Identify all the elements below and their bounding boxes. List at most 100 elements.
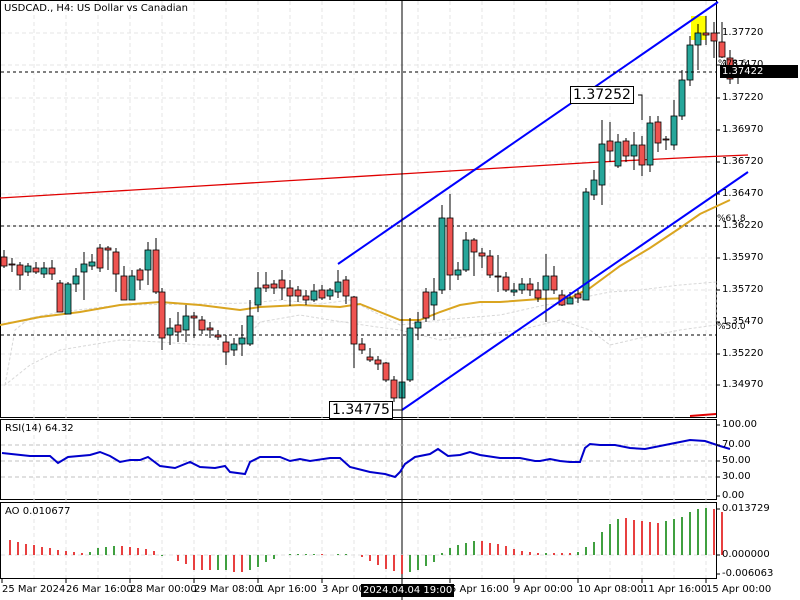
candle-body[interactable] (654, 121, 662, 144)
candle-body[interactable] (542, 275, 550, 291)
channel-upper-line[interactable] (337, 1, 719, 265)
candle-body[interactable] (182, 315, 190, 331)
candle-body[interactable] (334, 281, 342, 293)
candle-body[interactable] (262, 284, 270, 289)
candle-body[interactable] (374, 359, 382, 365)
candle-body[interactable] (702, 32, 710, 36)
candle-body[interactable] (678, 79, 686, 117)
candle-body[interactable] (614, 141, 622, 167)
candle-body[interactable] (510, 289, 518, 293)
main-panel-frame (0, 0, 717, 418)
candle-body[interactable] (8, 263, 16, 266)
candle-body[interactable] (80, 263, 88, 273)
candle-body[interactable] (414, 321, 422, 329)
candle-body[interactable] (302, 295, 310, 301)
candle-body[interactable] (96, 247, 104, 269)
candle-body[interactable] (694, 32, 702, 46)
candle-body[interactable] (710, 32, 718, 42)
candle-body[interactable] (518, 283, 526, 291)
candle-body[interactable] (502, 276, 510, 291)
current-price-badge: 1.37422 (720, 65, 798, 78)
candle-body[interactable] (486, 255, 494, 276)
candle-body[interactable] (198, 319, 206, 331)
candle-body[interactable] (454, 269, 462, 276)
candle-body[interactable] (598, 143, 606, 186)
candle-body[interactable] (494, 275, 502, 278)
candle-body[interactable] (246, 315, 254, 345)
candle-body[interactable] (278, 279, 286, 289)
candle-body[interactable] (670, 115, 678, 146)
swing-high-label[interactable]: 1.37252 (570, 86, 634, 104)
candle-body[interactable] (630, 144, 638, 157)
candle-body[interactable] (32, 267, 40, 273)
candle-body[interactable] (40, 267, 48, 275)
candle-body[interactable] (174, 324, 182, 333)
ichimoku-cloud (4, 281, 717, 387)
candle-body[interactable] (566, 297, 574, 305)
candle-body[interactable] (270, 283, 278, 289)
candle-body[interactable] (152, 249, 160, 293)
candle-body[interactable] (144, 249, 152, 271)
candle-body[interactable] (406, 327, 414, 381)
candle-body[interactable] (582, 191, 590, 301)
candle-body[interactable] (446, 217, 454, 276)
candle-body[interactable] (686, 44, 694, 81)
candle-body[interactable] (638, 144, 646, 166)
candle-body[interactable] (430, 291, 438, 306)
candle-body[interactable] (590, 179, 598, 196)
candle-body[interactable] (24, 265, 32, 273)
candle-body[interactable] (166, 327, 174, 336)
candle-body[interactable] (550, 275, 558, 291)
candle-body[interactable] (16, 264, 24, 276)
candle-body[interactable] (310, 290, 318, 301)
candle-body[interactable] (390, 379, 398, 399)
candle-body[interactable] (622, 140, 630, 157)
candle-body[interactable] (0, 256, 8, 267)
candle-body[interactable] (206, 327, 214, 331)
candle-body[interactable] (326, 289, 334, 297)
candle-body[interactable] (104, 247, 112, 251)
candle-body[interactable] (294, 289, 302, 297)
candle-body[interactable] (574, 293, 582, 299)
candle-body[interactable] (64, 283, 72, 315)
candle-body[interactable] (470, 239, 478, 253)
candle-body[interactable] (462, 239, 470, 271)
candle-body[interactable] (136, 269, 144, 281)
candle-body[interactable] (158, 291, 166, 339)
candle-body[interactable] (606, 140, 614, 152)
candle-body[interactable] (230, 343, 238, 351)
time-axis-label: 26 Mar 16:00 (66, 584, 133, 595)
candle-body[interactable] (422, 291, 430, 319)
candle-body[interactable] (662, 138, 670, 141)
candle-body[interactable] (526, 283, 534, 291)
candle-body[interactable] (56, 282, 64, 313)
candle-body[interactable] (438, 217, 446, 291)
candle-body[interactable] (318, 289, 326, 299)
swing-low-label[interactable]: 1.34775 (329, 401, 393, 419)
channel-lower-line[interactable] (401, 171, 749, 411)
candle-body[interactable] (382, 362, 390, 381)
candle-body[interactable] (222, 341, 230, 353)
price-axis-label: 1.37220 (722, 92, 764, 103)
candle-body[interactable] (366, 356, 374, 361)
candle-body[interactable] (254, 287, 262, 306)
candle-body[interactable] (112, 251, 120, 275)
candle-body[interactable] (646, 122, 654, 166)
candle-body[interactable] (342, 279, 350, 297)
candle-body[interactable] (478, 252, 486, 257)
candle-body[interactable] (88, 261, 96, 267)
candle-body[interactable] (128, 275, 136, 301)
candle-body[interactable] (286, 287, 294, 297)
candle-body[interactable] (358, 343, 366, 351)
candle-body[interactable] (350, 296, 358, 345)
candle-body[interactable] (214, 334, 222, 338)
candle-body[interactable] (534, 289, 542, 299)
candle-body[interactable] (120, 275, 128, 301)
candle-body[interactable] (48, 267, 56, 275)
candle-body[interactable] (718, 41, 726, 58)
candle-body[interactable] (72, 275, 80, 285)
candle-body[interactable] (238, 337, 246, 345)
candle-body[interactable] (190, 315, 198, 319)
fib-500-label: %50.0 (717, 322, 746, 332)
